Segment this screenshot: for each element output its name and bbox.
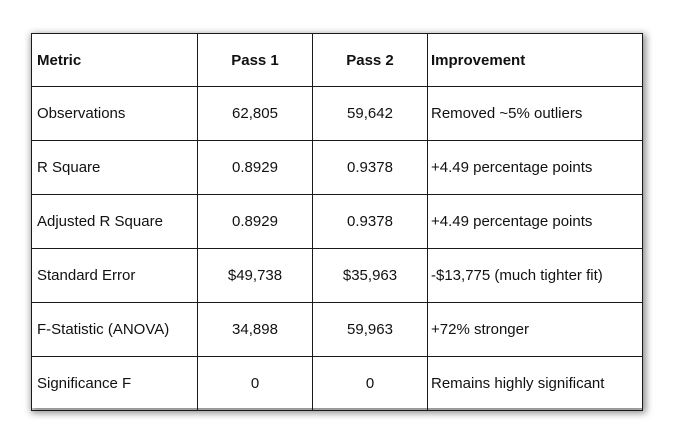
cell-improvement: +4.49 percentage points [427,194,643,249]
table-row: Significance F 0 0 Remains highly signif… [31,356,643,411]
cell-improvement: +4.49 percentage points [427,140,643,195]
cell-pass-1: $49,738 [197,248,313,303]
cell-metric: Observations [31,86,198,141]
header-pass-1: Pass 1 [197,33,313,87]
cell-improvement: Remains highly significant [427,356,643,411]
cell-metric: Standard Error [31,248,198,303]
table-row: F-Statistic (ANOVA) 34,898 59,963 +72% s… [31,302,643,357]
table-row: Adjusted R Square 0.8929 0.9378 +4.49 pe… [31,194,643,249]
cell-improvement: +72% stronger [427,302,643,357]
header-pass-2: Pass 2 [312,33,428,87]
cell-pass-2: 0.9378 [312,194,428,249]
table-row: Observations 62,805 59,642 Removed ~5% o… [31,86,643,141]
cell-pass-1: 0.8929 [197,194,313,249]
metrics-table: Metric Pass 1 Pass 2 Improvement Observa… [31,33,643,411]
metrics-table-card: Metric Pass 1 Pass 2 Improvement Observa… [31,33,643,411]
cell-pass-2: 0 [312,356,428,411]
cell-pass-1: 0 [197,356,313,411]
cell-metric: Adjusted R Square [31,194,198,249]
cell-metric: F-Statistic (ANOVA) [31,302,198,357]
cell-metric: R Square [31,140,198,195]
cell-improvement: Removed ~5% outliers [427,86,643,141]
table-row: R Square 0.8929 0.9378 +4.49 percentage … [31,140,643,195]
cell-pass-1: 34,898 [197,302,313,357]
cell-pass-2: $35,963 [312,248,428,303]
table-row: Standard Error $49,738 $35,963 -$13,775 … [31,248,643,303]
cell-improvement: -$13,775 (much tighter fit) [427,248,643,303]
header-metric: Metric [31,33,198,87]
header-improvement: Improvement [427,33,643,87]
cell-pass-2: 59,642 [312,86,428,141]
cell-pass-2: 0.9378 [312,140,428,195]
cell-pass-2: 59,963 [312,302,428,357]
cell-pass-1: 0.8929 [197,140,313,195]
cell-pass-1: 62,805 [197,86,313,141]
table-header-row: Metric Pass 1 Pass 2 Improvement [31,33,643,87]
cell-metric: Significance F [31,356,198,411]
